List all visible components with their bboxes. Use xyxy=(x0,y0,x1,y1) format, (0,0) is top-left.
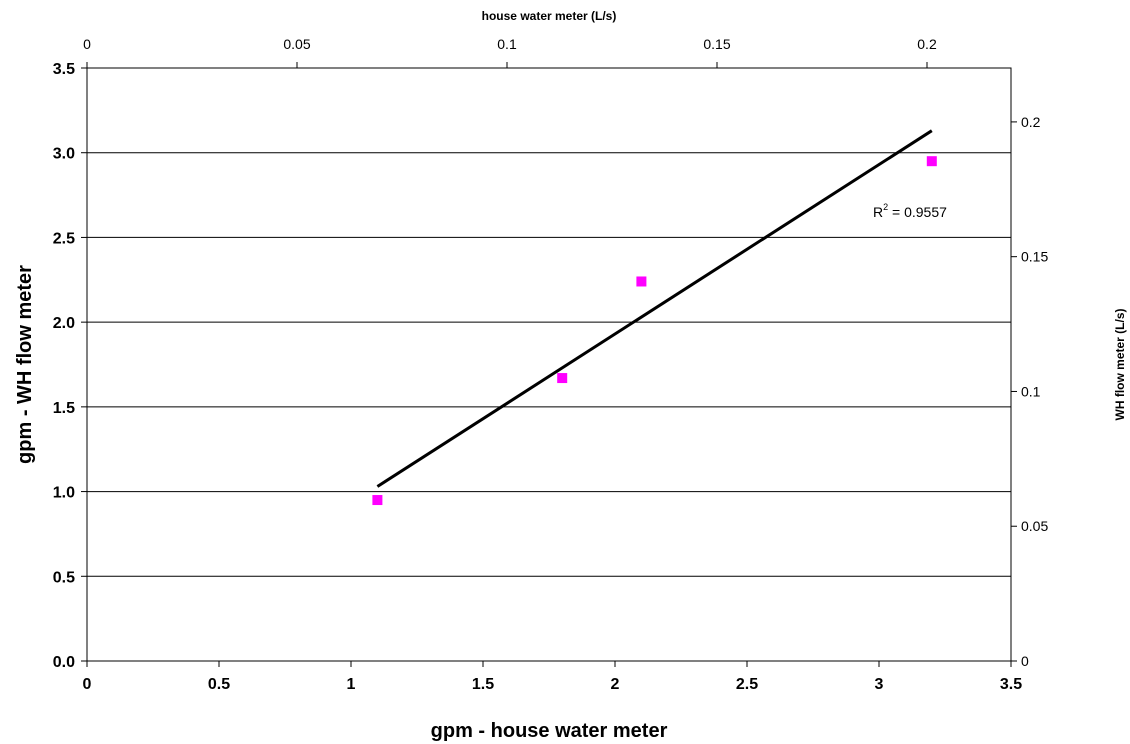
x-tick-label: 3 xyxy=(875,676,884,693)
data-point xyxy=(636,276,647,287)
r-squared-annotation: R2 = 0.9557 xyxy=(873,202,947,220)
x2-tick-label: 0.15 xyxy=(703,36,730,52)
trendline xyxy=(376,129,933,488)
y-tick-label: 3.5 xyxy=(53,61,75,78)
y2-tick-label: 0.05 xyxy=(1021,518,1048,534)
x2-tick-label: 0.2 xyxy=(917,36,937,52)
y-tick-label: 1.5 xyxy=(53,400,75,417)
x2-axis-title: house water meter (L/s) xyxy=(482,9,617,23)
y2-axis-title: WH flow meter (L/s) xyxy=(1113,308,1127,420)
y-tick-label: 0.5 xyxy=(53,569,75,586)
x-tick-label: 3.5 xyxy=(1000,676,1022,693)
data-point xyxy=(926,156,937,167)
x-tick-label: 2 xyxy=(611,676,620,693)
y-tick-label: 2.0 xyxy=(53,315,75,332)
y2-tick-label: 0.2 xyxy=(1021,114,1041,130)
x2-tick-label: 0.1 xyxy=(497,36,517,52)
x-tick-label: 2.5 xyxy=(736,676,758,693)
y2-tick-label: 0.1 xyxy=(1021,383,1041,399)
y-tick-label: 3.0 xyxy=(53,146,75,163)
x-tick-label: 0 xyxy=(83,676,92,693)
data-point xyxy=(372,495,383,506)
y2-tick-label: 0 xyxy=(1021,653,1029,669)
x2-tick-label: 0.05 xyxy=(283,36,310,52)
data-point xyxy=(557,373,568,384)
x2-tick-label: 0 xyxy=(83,36,91,52)
y-tick-label: 2.5 xyxy=(53,230,75,247)
y2-tick-label: 0.15 xyxy=(1021,249,1048,265)
y-axis-title: gpm - WH flow meter xyxy=(14,265,36,464)
x-tick-label: 0.5 xyxy=(208,676,230,693)
y-tick-label: 0.0 xyxy=(53,654,75,671)
y-tick-label: 1.0 xyxy=(53,485,75,502)
x-axis-title: gpm - house water meter xyxy=(431,720,668,742)
x-tick-label: 1 xyxy=(347,676,356,693)
plot-frame xyxy=(86,67,1012,662)
x-tick-label: 1.5 xyxy=(472,676,494,693)
